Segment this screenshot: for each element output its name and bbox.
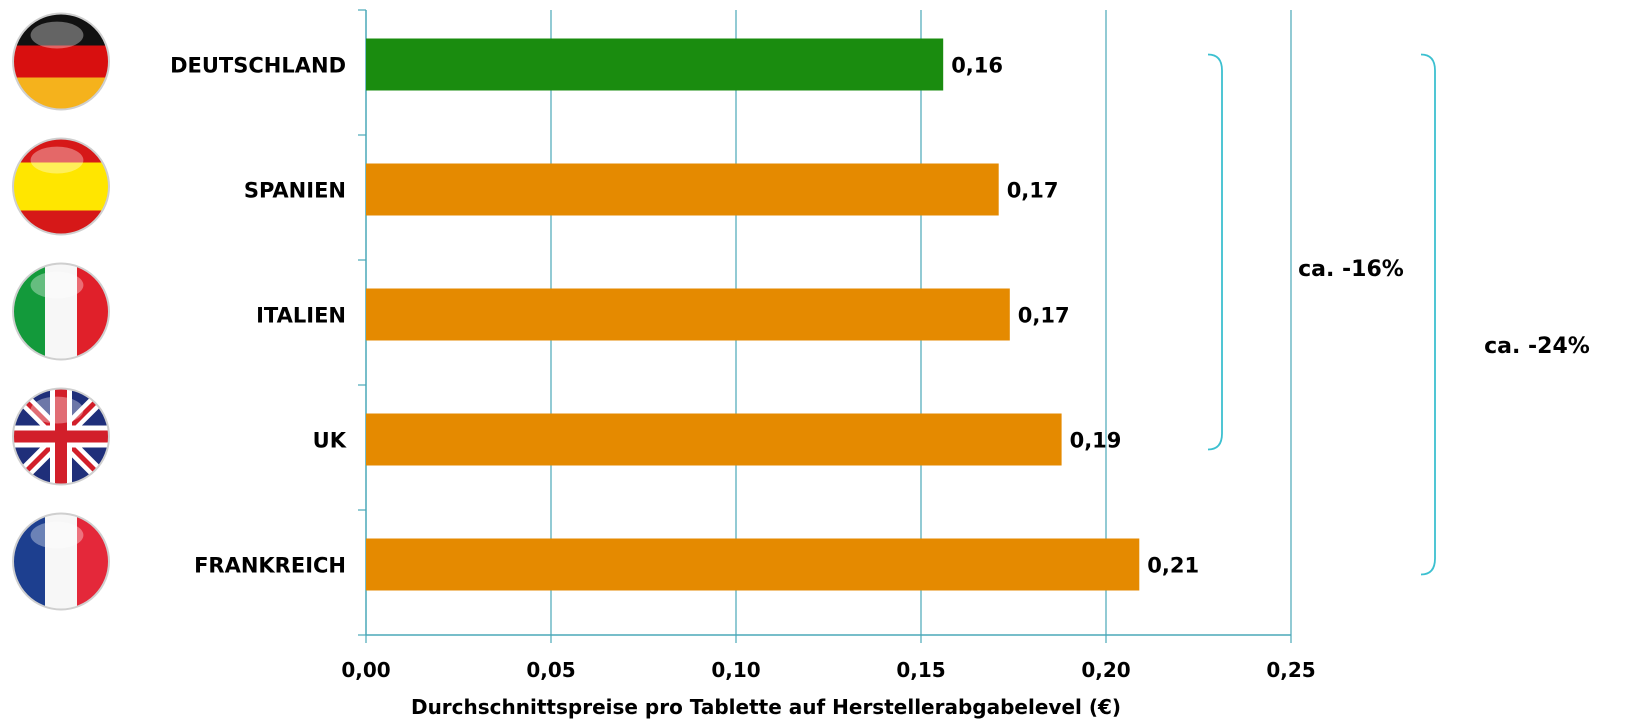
x-tick-label: 0,05 <box>526 658 575 682</box>
x-tick-label: 0,00 <box>341 658 390 682</box>
value-label: 0,17 <box>1007 179 1059 203</box>
annotation-label: ca. -16% <box>1298 257 1404 282</box>
value-label: 0,16 <box>951 54 1003 78</box>
category-label: FRANKREICH <box>194 554 346 578</box>
germany-flag-icon <box>12 12 110 111</box>
x-tick-label: 0,20 <box>1081 658 1130 682</box>
category-label: SPANIEN <box>244 179 346 203</box>
bar-spanien <box>366 163 999 216</box>
france-flag-icon <box>12 512 110 611</box>
bar-frankreich <box>366 538 1140 591</box>
x-tick-label: 0,25 <box>1266 658 1315 682</box>
spain-flag-icon <box>12 137 110 236</box>
value-label: 0,19 <box>1070 429 1122 453</box>
category-label: UK <box>313 429 347 453</box>
italy-flag-icon <box>12 262 110 361</box>
category-label: DEUTSCHLAND <box>170 54 346 78</box>
bracket-line <box>1420 53 1436 576</box>
x-tick-label: 0,10 <box>711 658 760 682</box>
bar-italien <box>366 288 1010 341</box>
annotation-label: ca. -24% <box>1484 334 1590 359</box>
category-label: ITALIEN <box>256 304 346 328</box>
x-tick-label: 0,15 <box>896 658 945 682</box>
bar-uk <box>366 413 1062 466</box>
value-label: 0,21 <box>1147 554 1199 578</box>
value-label: 0,17 <box>1018 304 1070 328</box>
x-axis-title: Durchschnittspreise pro Tablette auf Her… <box>411 695 1121 719</box>
uk-flag-icon <box>12 387 110 486</box>
bar-deutschland <box>366 38 944 91</box>
bracket-line <box>1207 53 1223 451</box>
